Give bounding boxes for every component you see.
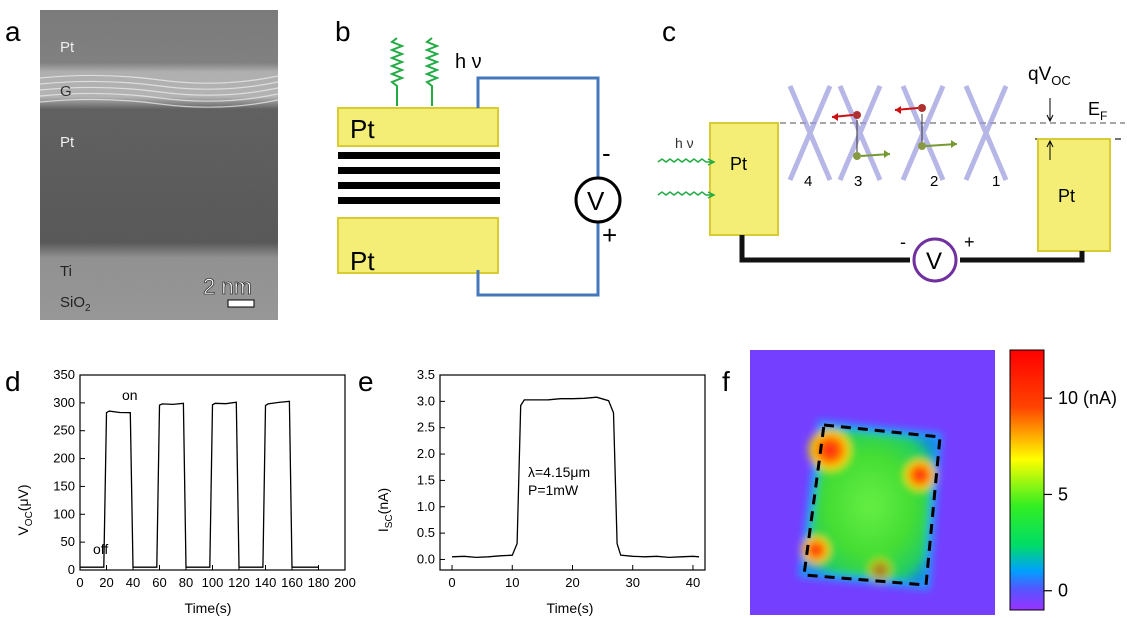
- tem-label-g: G: [60, 83, 72, 100]
- tem-label-sio2: SiO2: [60, 294, 91, 314]
- cone-number-1: 1: [992, 173, 1000, 190]
- colorbar-tick-label: 10 (nA): [1058, 388, 1117, 408]
- circuit-wire-c: [739, 235, 1085, 263]
- light-label-c: h ν: [675, 135, 694, 151]
- hotspot-right: [902, 457, 938, 493]
- voc-ytick-label: 150: [53, 478, 75, 493]
- scale-bar-label: 2 nm: [203, 274, 252, 299]
- right-pt-label: Pt: [1058, 186, 1075, 206]
- voltmeter-circle: [574, 176, 622, 224]
- voc-series-line: [80, 400, 319, 568]
- voc-xtick-label: 20: [99, 575, 113, 590]
- colorbar: [1009, 349, 1045, 611]
- on-annotation: on: [122, 387, 138, 403]
- panel-letter-d: d: [5, 366, 21, 397]
- isc-ytick-label: 0.5: [417, 525, 435, 540]
- panel-letter-c: c: [662, 16, 676, 47]
- hotspot-top-left: [806, 426, 854, 474]
- photon-arrows-c: [657, 158, 716, 199]
- tem-label-pt-mid: Pt: [60, 134, 75, 151]
- voc-ylabel: VOC(μV): [15, 484, 35, 535]
- isc-ytick-label: 3.5: [417, 367, 435, 382]
- voc-ytick-label: 0: [68, 562, 75, 577]
- panel-letter-f: f: [722, 366, 730, 397]
- voc-time-chart: VOC(μV) Time(s) on off 0 20 40 60 80 100 120 14…: [15, 367, 356, 616]
- wavelength-annotation: λ=4.15μm: [528, 464, 590, 480]
- isc-series-line: [451, 396, 700, 559]
- voc-xtick-label: 120: [228, 575, 250, 590]
- light-label: h ν: [455, 51, 482, 73]
- device-schematic: h ν Pt Pt V - +: [337, 37, 622, 297]
- isc-ytick-label: 1.5: [417, 472, 435, 487]
- off-annotation: off: [93, 541, 108, 557]
- scale-bar: [227, 299, 255, 308]
- qvoc-label: qVOC: [1028, 64, 1071, 88]
- isc-ytick-label: 2.5: [417, 420, 435, 435]
- bottom-pt-electrode: [337, 217, 499, 274]
- voc-ytick-label: 200: [53, 451, 75, 466]
- panel-letter-b: b: [335, 16, 351, 47]
- voltmeter-circle-c: [912, 237, 958, 283]
- photocurrent-map: 10 (nA) 5 0: [750, 349, 1117, 615]
- cone-number-2: 2: [930, 173, 938, 190]
- bottom-pt-label: Pt: [350, 246, 375, 276]
- voc-xtick-label: 180: [308, 575, 330, 590]
- voc-xtick-label: 200: [334, 575, 356, 590]
- voc-ytick-label: 350: [53, 367, 75, 382]
- isc-xtick-label: 20: [565, 575, 579, 590]
- graphene-layers: [338, 152, 500, 204]
- tem-cross-section-image: Pt G Pt Ti SiO2 2 nm: [40, 10, 278, 320]
- voc-ytick-label: 300: [53, 395, 75, 410]
- cone-number-4: 4: [804, 173, 812, 190]
- plus-sign-c: +: [964, 232, 975, 252]
- voc-ytick-label: 250: [53, 423, 75, 438]
- top-pt-electrode: [337, 107, 499, 147]
- ef-label: EF: [1088, 99, 1107, 123]
- colorbar-tick-label: 5: [1058, 484, 1068, 504]
- panel-letter-e: e: [358, 366, 374, 397]
- voc-ytick-label: 100: [53, 506, 75, 521]
- voltmeter-label: V: [587, 186, 605, 216]
- hotspot-bottom-left: [800, 534, 832, 566]
- isc-ytick-label: 1.0: [417, 499, 435, 514]
- minus-sign-c: -: [900, 232, 906, 252]
- voc-xtick-label: 60: [152, 575, 166, 590]
- voc-ytick-label: 50: [61, 534, 75, 549]
- left-pt-label: Pt: [730, 154, 747, 174]
- isc-ytick-label: 2.0: [417, 446, 435, 461]
- left-pt-block: [709, 122, 779, 236]
- voc-xtick-label: 160: [281, 575, 303, 590]
- dirac-cones: [787, 85, 1009, 181]
- qvoc-arrows: [1046, 98, 1054, 160]
- power-annotation: P=1mW: [528, 482, 579, 498]
- plus-sign: +: [602, 220, 617, 250]
- minus-sign: -: [602, 138, 611, 168]
- top-pt-label: Pt: [350, 114, 375, 144]
- isc-ytick-label: 3.0: [417, 393, 435, 408]
- cone-number-3: 3: [854, 173, 862, 190]
- voc-xtick-label: 80: [179, 575, 193, 590]
- voltmeter-label-c: V: [926, 248, 942, 275]
- isc-xtick-label: 40: [686, 575, 700, 590]
- panel-letter-a: a: [5, 16, 21, 47]
- voc-xtick-label: 0: [76, 575, 83, 590]
- voc-xtick-label: 140: [255, 575, 277, 590]
- isc-xtick-label: 10: [505, 575, 519, 590]
- voc-xlabel: Time(s): [185, 600, 232, 616]
- tem-label-pt-top: Pt: [60, 39, 75, 56]
- voc-xtick-label: 40: [126, 575, 140, 590]
- colorbar-tick-label: 0: [1058, 581, 1068, 601]
- isc-xtick-label: 0: [448, 575, 455, 590]
- device-outline: [802, 423, 942, 587]
- voc-xtick-label: 100: [202, 575, 224, 590]
- isc-ytick-label: 0.0: [417, 551, 435, 566]
- isc-xlabel: Time(s): [547, 600, 594, 616]
- tem-label-ti: Ti: [60, 263, 72, 280]
- isc-ylabel: ISC(nA): [375, 488, 395, 532]
- isc-xtick-label: 30: [625, 575, 639, 590]
- isc-time-chart: ISC(nA) Time(s) λ=4.15μm P=1mW 0 10 20 30 40…: [375, 367, 706, 616]
- band-diagram: Pt Pt h ν 4 3 2 1 qVOC EF V: [657, 64, 1125, 283]
- carrier-arrows: [831, 104, 958, 160]
